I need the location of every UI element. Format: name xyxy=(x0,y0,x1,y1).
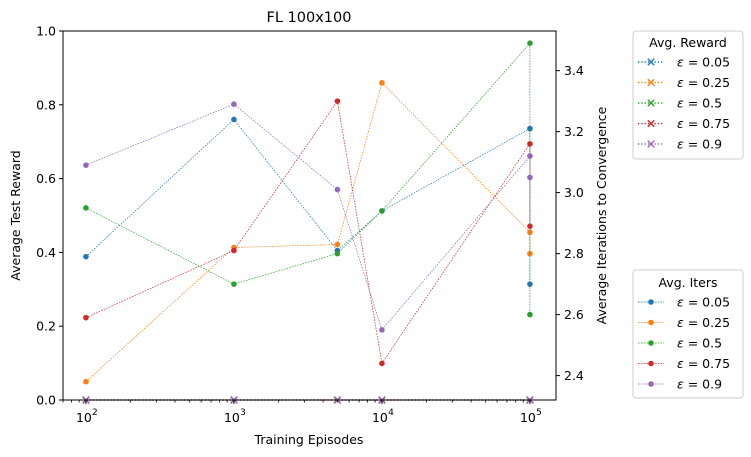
iters-legend-marker xyxy=(648,319,654,326)
reward-legend-label: ε = 0.25 xyxy=(677,75,730,90)
reward-legend-marker xyxy=(647,99,655,107)
x-tick-label-exponent: 4 xyxy=(388,408,394,418)
iters-point xyxy=(231,281,237,287)
reward-legend-marker xyxy=(647,119,655,128)
iters-point xyxy=(527,40,533,46)
iters-legend-marker xyxy=(648,381,654,387)
iters-point xyxy=(83,205,89,211)
iters-legend-marker xyxy=(648,340,654,346)
y2-tick-label: 3.2 xyxy=(564,124,584,139)
reward-legend-label: ε = 0.9 xyxy=(677,137,722,152)
iters-point xyxy=(334,186,341,193)
iters-legend-label: ε = 0.75 xyxy=(677,356,730,371)
iters-point xyxy=(83,162,89,168)
chart-title: FL 100x100 xyxy=(267,10,352,26)
iters-point xyxy=(231,247,237,254)
y-tick-label: 0.4 xyxy=(36,245,56,260)
reward-legend: Avg. Reward ε = 0.05 ε = 0.25 ε = 0.5 ε = 0… xyxy=(632,30,744,160)
y-axis-label: Average Test Reward xyxy=(8,150,23,280)
iters-point xyxy=(231,116,237,123)
y-tick-label: 0.2 xyxy=(36,319,56,334)
iters-point xyxy=(379,208,385,214)
iters-point xyxy=(379,80,385,86)
y-tick-label: 0.8 xyxy=(36,97,56,112)
iters-legend: Avg. Iters ε = 0.05 ε = 0.25 ε = 0.5 ε = 0.… xyxy=(632,269,744,399)
reward-legend-label: ε = 0.75 xyxy=(677,116,730,131)
y-tick-label: 0.0 xyxy=(36,393,56,408)
y2-tick-label: 3.0 xyxy=(564,185,584,200)
iters-legend-label: ε = 0.05 xyxy=(677,295,730,310)
x-tick-label: 10 xyxy=(520,410,536,425)
y-tick-label: 0.6 xyxy=(36,171,56,186)
iters-point xyxy=(83,253,89,260)
y-tick-label: 1.0 xyxy=(36,24,56,39)
iters-line xyxy=(85,82,531,382)
x-tick-label: 10 xyxy=(224,410,240,425)
y2-tick-label: 2.8 xyxy=(564,246,584,261)
iters-point xyxy=(379,327,385,333)
iters-point xyxy=(527,311,533,318)
plot-frame xyxy=(62,30,557,401)
iters-point xyxy=(334,98,341,104)
x-axis: 10 2 10 3 10 4 10 5 xyxy=(62,400,542,425)
reward-legend-title: Avg. Reward xyxy=(649,35,727,50)
reward-legend-label: ε = 0.05 xyxy=(677,55,730,70)
iters-legend-marker xyxy=(648,360,654,367)
iters-line xyxy=(85,118,531,285)
y2-tick-label: 2.6 xyxy=(564,307,584,322)
iters-legend-marker xyxy=(648,299,654,305)
iters-point xyxy=(231,101,237,107)
iters-legend-label: ε = 0.5 xyxy=(677,336,722,351)
y-axis: 0.0 0.2 0.4 0.6 0.8 1.0 xyxy=(36,24,63,408)
y2-tick-label: 2.4 xyxy=(564,368,584,383)
iters-point xyxy=(527,174,533,181)
reward-legend-marker xyxy=(647,78,655,87)
iters-line xyxy=(85,42,531,315)
x-tick-label-exponent: 3 xyxy=(240,408,246,418)
y2-tick-label: 3.4 xyxy=(564,63,584,78)
x-tick-label: 10 xyxy=(76,410,92,425)
reward-legend-marker xyxy=(647,58,655,66)
iters-legend-label: ε = 0.25 xyxy=(677,315,730,330)
x-tick-label: 10 xyxy=(372,410,388,425)
iters-point xyxy=(527,153,533,159)
reward-legend-marker xyxy=(647,140,655,148)
iters-series-group xyxy=(83,40,533,385)
reward-legend-label: ε = 0.5 xyxy=(677,96,722,111)
iters-point xyxy=(334,250,341,257)
reward-legend-box xyxy=(632,30,744,160)
iters-point xyxy=(83,378,89,385)
y2-axis-label: Average Iterations to Convergence xyxy=(594,106,609,324)
iters-point xyxy=(527,281,533,287)
iters-point xyxy=(379,360,385,367)
iters-legend-title: Avg. Iters xyxy=(658,275,717,290)
iters-point xyxy=(527,223,533,229)
x-tick-label-exponent: 5 xyxy=(536,408,542,418)
iters-line xyxy=(85,100,531,365)
iters-legend-label: ε = 0.9 xyxy=(677,377,722,392)
x-tick-label-exponent: 2 xyxy=(92,408,98,418)
y2-axis: 2.4 2.6 2.8 3.0 3.2 3.4 xyxy=(556,63,584,383)
iters-point xyxy=(527,141,533,147)
iters-point xyxy=(83,314,89,321)
iters-point xyxy=(334,241,341,248)
x-axis-label: Training Episodes xyxy=(254,432,364,447)
iters-line xyxy=(85,103,531,331)
